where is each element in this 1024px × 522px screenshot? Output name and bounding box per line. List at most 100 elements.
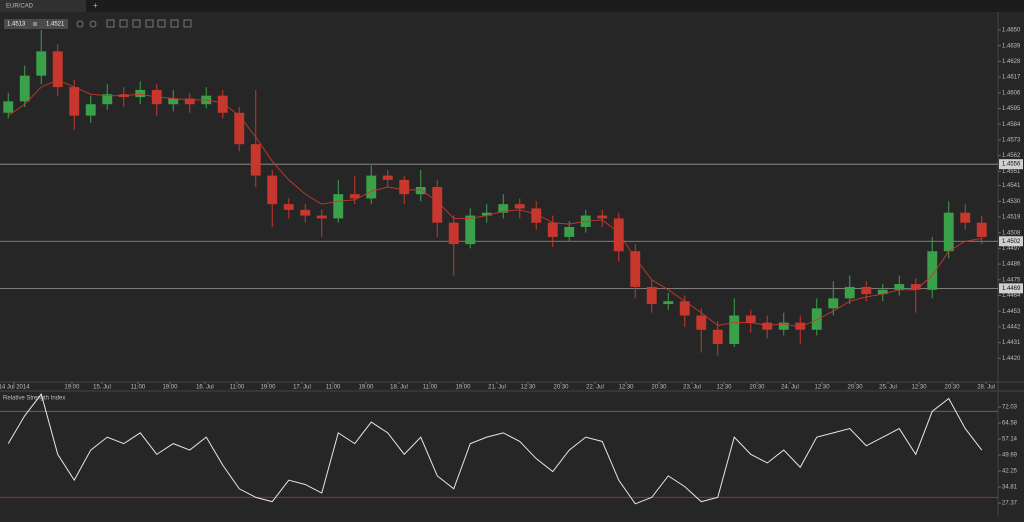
candle-body: [432, 187, 443, 223]
candle-body: [943, 212, 954, 252]
y-tick-label: 1.4573: [1002, 137, 1021, 143]
candle-body: [745, 315, 756, 323]
candle-body: [234, 112, 245, 145]
x-tick-label: 25. Jul: [879, 385, 897, 391]
candle-body: [762, 322, 773, 330]
candle-body: [663, 301, 674, 305]
candle-body: [349, 194, 360, 199]
tool-button[interactable]: [170, 19, 179, 28]
x-tick-label: 22. Jul: [586, 385, 604, 391]
y-tick-label: 1.4650: [1002, 28, 1021, 34]
x-tick-label: 11:00: [131, 385, 146, 391]
x-tick-label: 19:00: [455, 385, 471, 391]
y-tick-label: 1.4497: [1002, 246, 1021, 252]
y-tick-label: 1.4508: [1002, 230, 1021, 236]
candle-body: [646, 286, 657, 305]
x-tick-label: 20:30: [553, 385, 569, 391]
candle-body: [811, 308, 822, 330]
candle-body: [564, 226, 575, 237]
price-line-label: 1.4469: [1002, 286, 1021, 292]
price-line-label: 1.4556: [1002, 162, 1021, 168]
y-tick-label: 1.4595: [1002, 106, 1021, 112]
tool-button[interactable]: [183, 19, 192, 28]
candle-body: [696, 315, 707, 330]
x-tick-label: 19:00: [162, 385, 178, 391]
y-tick-label: 1.4464: [1002, 293, 1021, 299]
candle-body: [300, 209, 311, 216]
x-tick-label: 14 Jul 2014: [0, 385, 30, 391]
x-tick-label: 16. Jul: [196, 385, 214, 391]
y-tick-label: 27.37: [1002, 501, 1018, 507]
y-tick-label: 1.4562: [1002, 153, 1021, 159]
candle-body: [844, 286, 855, 299]
ask-price: 1.4521: [46, 22, 65, 28]
candle-body: [712, 329, 723, 345]
tab[interactable]: [0, 0, 86, 12]
quote-icon: [33, 22, 37, 26]
y-tick-label: 1.4420: [1002, 356, 1021, 362]
tab-bar: [0, 0, 1024, 12]
y-tick-label: 34.81: [1002, 485, 1018, 491]
candle-body: [894, 284, 905, 290]
candle-body: [3, 101, 14, 113]
tool-button[interactable]: [157, 19, 166, 28]
candle-body: [448, 222, 459, 245]
candle-body: [778, 322, 789, 330]
y-tick-label: 1.4453: [1002, 309, 1021, 315]
y-tick-label: 64.58: [1002, 421, 1018, 427]
x-tick-label: 17. Jul: [293, 385, 311, 391]
candle-body: [316, 215, 327, 219]
y-tick-label: 1.4628: [1002, 59, 1021, 65]
x-tick-label: 11:00: [423, 385, 438, 391]
rsi-line: [7, 393, 983, 505]
candle-body: [531, 208, 542, 223]
x-tick-label: 24. Jul: [781, 385, 799, 391]
candle-body: [679, 301, 690, 316]
x-tick-label: 23. Jul: [683, 385, 701, 391]
price-line-box: [999, 236, 1023, 247]
y-tick-label: 1.4639: [1002, 43, 1021, 49]
add-tab[interactable]: +: [93, 1, 98, 10]
x-tick-label: 20:30: [652, 385, 668, 391]
candle-body: [910, 284, 921, 290]
x-tick-label: 15. Jul: [93, 385, 111, 391]
candle-body: [217, 95, 228, 113]
candle-body: [267, 175, 278, 205]
x-tick-label: 12:30: [815, 385, 831, 391]
candle-body: [828, 298, 839, 309]
tool-button[interactable]: [132, 19, 141, 28]
rsi-title: Relative Strength Index: [3, 396, 65, 402]
x-tick-label: 18. Jul: [390, 385, 408, 391]
candle-body: [514, 204, 525, 209]
x-tick-label: 12:30: [717, 385, 733, 391]
y-tick-label: 1.4486: [1002, 262, 1021, 268]
zoom-out-button[interactable]: [89, 20, 97, 28]
candle-body: [481, 212, 492, 216]
tool-button[interactable]: [119, 19, 128, 28]
y-tick-label: 1.4431: [1002, 340, 1021, 346]
y-tick-label: 42.25: [1002, 469, 1018, 475]
candle-body: [52, 51, 63, 88]
candle-body: [613, 218, 624, 252]
y-tick-label: 1.4475: [1002, 277, 1021, 283]
x-tick-label: 20:30: [848, 385, 864, 391]
zoom-in-button[interactable]: [76, 20, 84, 28]
x-tick-label: 19:00: [358, 385, 374, 391]
tool-button[interactable]: [106, 19, 115, 28]
candle-body: [498, 204, 509, 213]
candle-body: [69, 87, 80, 116]
candle-body: [877, 289, 888, 295]
candle-body: [399, 179, 410, 195]
y-tick-label: 1.4519: [1002, 215, 1021, 221]
candle-body: [547, 222, 558, 237]
tool-button[interactable]: [145, 19, 154, 28]
y-tick-label: 1.4541: [1002, 183, 1021, 189]
y-tick-label: 57.14: [1002, 437, 1018, 443]
candle-body: [102, 94, 113, 105]
y-tick-label: 1.4606: [1002, 90, 1021, 96]
candle-body: [861, 286, 872, 295]
x-tick-label: 19:00: [64, 385, 80, 391]
y-tick-label: 72.03: [1002, 405, 1018, 411]
